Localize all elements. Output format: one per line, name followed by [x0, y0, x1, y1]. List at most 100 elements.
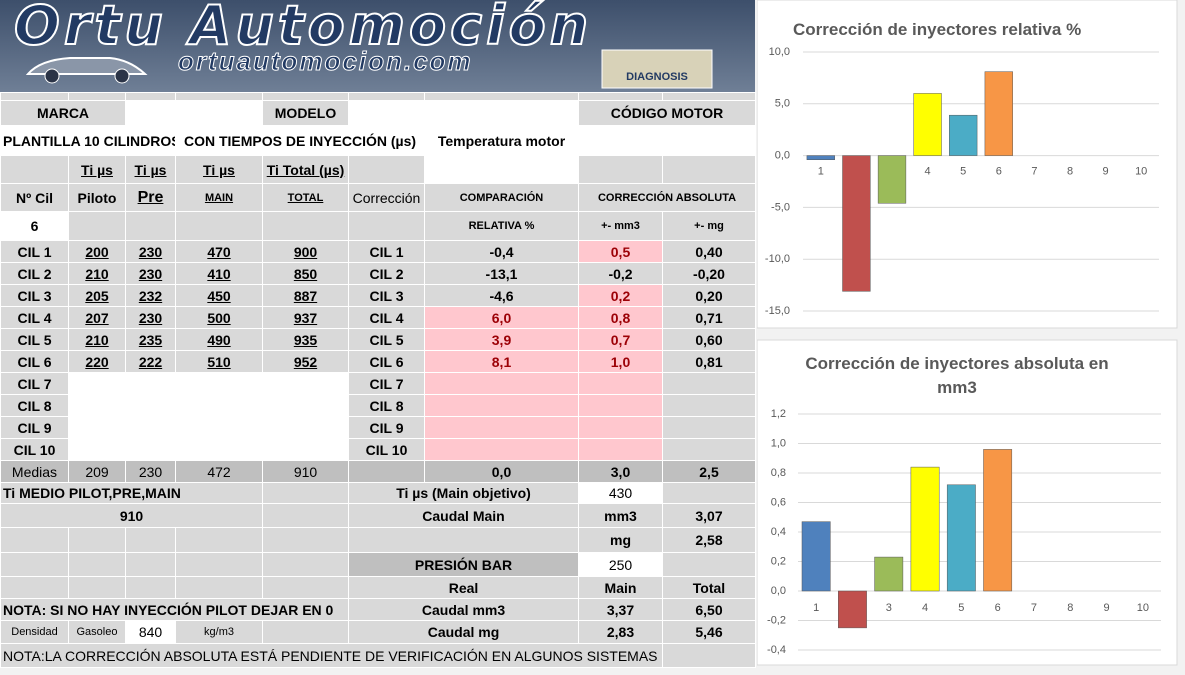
cell: CIL 1 — [348, 240, 425, 263]
cell — [424, 416, 579, 439]
cell — [424, 155, 579, 184]
x-tick-label: 7 — [1031, 166, 1037, 178]
x-tick-label: 7 — [1031, 602, 1037, 614]
y-tick-label: -5,0 — [771, 201, 790, 213]
cell: 410 — [175, 262, 263, 285]
y-tick-label: -0,2 — [767, 614, 786, 626]
cell: 910 — [0, 503, 263, 528]
cell: CIL 8 — [348, 394, 425, 417]
cell: 1,0 — [578, 350, 663, 373]
cell — [175, 92, 263, 101]
row: Densidad Gasoleo 840 kg/m3 Caudal mg 2,83 5,46 — [0, 620, 756, 644]
cell — [175, 416, 263, 439]
chart-title: Corrección de inyectores absoluta en mm3 — [805, 354, 1109, 397]
cell: CIL 8 — [0, 394, 69, 417]
cell — [125, 211, 176, 241]
bar — [877, 155, 907, 204]
banner-title: Ortu Automoción — [14, 0, 592, 57]
cell: COMPARACIÓN — [424, 183, 579, 212]
cell — [175, 552, 263, 577]
cell: 235 — [125, 328, 176, 351]
row: CIL 2 210 230 410 850 CIL 2 -13,1 -0,2 -0,20 — [0, 262, 756, 285]
cell: CIL 4 — [0, 306, 69, 329]
cell: 230 — [125, 306, 176, 329]
banner: Ortu Automoción ortuautomocion.com DIAGN… — [0, 0, 755, 92]
cell — [348, 92, 425, 101]
y-tick-label: -10,0 — [765, 253, 790, 265]
bar — [910, 466, 940, 592]
cell: CON TIEMPOS DE INYECCIÓN (µs) — [175, 125, 425, 156]
cell: Real — [348, 576, 579, 599]
cell: -4,6 — [424, 284, 579, 307]
bar — [806, 155, 835, 160]
cell — [175, 372, 263, 395]
cell: -13,1 — [424, 262, 579, 285]
cell — [662, 482, 756, 504]
cell: 6,0 — [424, 306, 579, 329]
cell: 210 — [68, 262, 126, 285]
row: mg 2,58 — [0, 527, 756, 553]
cell: CIL 7 — [0, 372, 69, 395]
cell — [262, 552, 349, 577]
cell — [262, 503, 349, 528]
cell — [68, 416, 126, 439]
cell: Ti Total (µs) — [262, 155, 349, 184]
chart-area: -15,0-10,0-5,00,05,010,012345678910-0,4-… — [756, 0, 1178, 666]
cell — [662, 92, 756, 101]
cell — [262, 482, 349, 504]
cell: Ti µs — [68, 155, 126, 184]
cell: 200 — [68, 240, 126, 263]
x-tick-label: 5 — [958, 602, 964, 614]
cell: Temperatura motor — [424, 125, 579, 156]
row: Ti µs Ti µs Ti µs Ti Total (µs) — [0, 155, 756, 184]
cell: CIL 3 — [348, 284, 425, 307]
cell: 6,50 — [662, 598, 756, 621]
cell — [662, 155, 756, 184]
cell: 0,7 — [578, 328, 663, 351]
cell: Ti µs — [125, 155, 176, 184]
cell: 6 — [0, 211, 69, 241]
y-tick-label: -0,4 — [767, 644, 786, 656]
row: NOTA: SI NO HAY INYECCIÓN PILOT DEJAR EN… — [0, 598, 756, 621]
cell — [262, 527, 349, 553]
cell: 8,1 — [424, 350, 579, 373]
cell: MAIN — [175, 183, 263, 212]
cell: 472 — [175, 460, 263, 483]
cell: 0,8 — [578, 306, 663, 329]
row: 6 RELATIVA % +- mm3 +- mg — [0, 211, 756, 241]
cell — [0, 527, 69, 553]
cell: 3,07 — [662, 503, 756, 528]
cell — [125, 92, 176, 101]
cell — [424, 372, 579, 395]
cell — [662, 552, 756, 577]
cell: PLANTILLA 10 CILINDROS — [0, 125, 176, 156]
cell — [578, 416, 663, 439]
cell: mg — [578, 527, 663, 553]
y-tick-label: 1,2 — [771, 408, 786, 420]
cell: +- mm3 — [578, 211, 663, 241]
cell: kg/m3 — [175, 620, 263, 644]
cell: Ti µs (Main objetivo) — [348, 482, 579, 504]
cell: 0,71 — [662, 306, 756, 329]
row — [0, 92, 756, 101]
row: CIL 4 207 230 500 937 CIL 4 6,0 0,8 0,71 — [0, 306, 756, 329]
row: NOTA:LA CORRECCIÓN ABSOLUTA ESTÁ PENDIEN… — [0, 643, 756, 668]
cell: 232 — [125, 284, 176, 307]
cell — [68, 576, 126, 599]
cell — [68, 211, 126, 241]
cell: Gasoleo — [68, 620, 126, 644]
cell: 222 — [125, 350, 176, 373]
row: Medias 209 230 472 910 0,0 3,0 2,5 — [0, 460, 756, 483]
x-tick-label: 4 — [925, 166, 931, 178]
charts: Corrección de inyectores relativa % Corr… — [756, 0, 1185, 675]
bar — [913, 93, 942, 156]
cell — [262, 211, 349, 241]
spreadsheet: MARCA MODELO CÓDIGO MOTOR PLANTILLA 10 CILI… — [0, 92, 756, 668]
bar — [983, 449, 1013, 592]
cell — [0, 576, 69, 599]
x-tick-label: 9 — [1103, 602, 1109, 614]
cell: +- mg — [662, 211, 756, 241]
cell — [578, 92, 663, 101]
cell: 0,0 — [424, 460, 579, 483]
cell: CÓDIGO MOTOR — [578, 100, 756, 126]
